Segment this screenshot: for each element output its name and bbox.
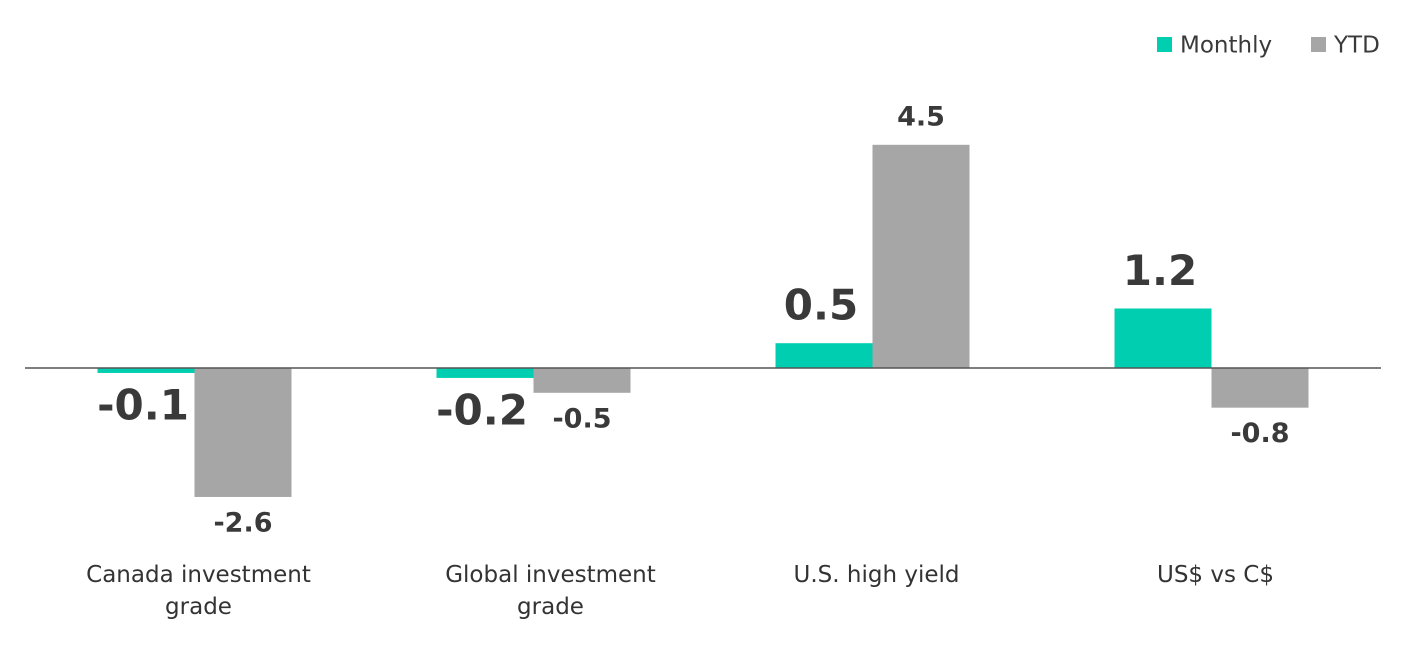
data-label: 4.5 [897,101,945,132]
bar [775,343,873,368]
bar [97,368,195,373]
data-label: 0.5 [784,281,858,330]
data-label: -0.1 [97,380,189,429]
data-label: -0.2 [436,385,528,434]
data-label: -0.5 [552,403,611,434]
legend-label: YTD [1333,33,1380,59]
x-tick-label: US$ vs C$ [1157,562,1274,588]
data-label: -0.8 [1230,418,1289,449]
bar [194,368,292,497]
bar [1114,308,1212,368]
bar [533,368,631,393]
x-tick-label: Canada investment grade [86,562,311,620]
x-tick-label: U.S. high yield [793,562,960,588]
bar [872,144,970,368]
legend-label: Monthly [1180,33,1272,59]
bar [436,368,534,378]
x-tick-label: Global investment grade [445,562,656,620]
data-label: 1.2 [1123,246,1197,295]
bar [1211,368,1309,408]
legend-swatch [1157,37,1172,52]
data-label: -2.6 [213,507,272,538]
legend-swatch [1311,37,1326,52]
